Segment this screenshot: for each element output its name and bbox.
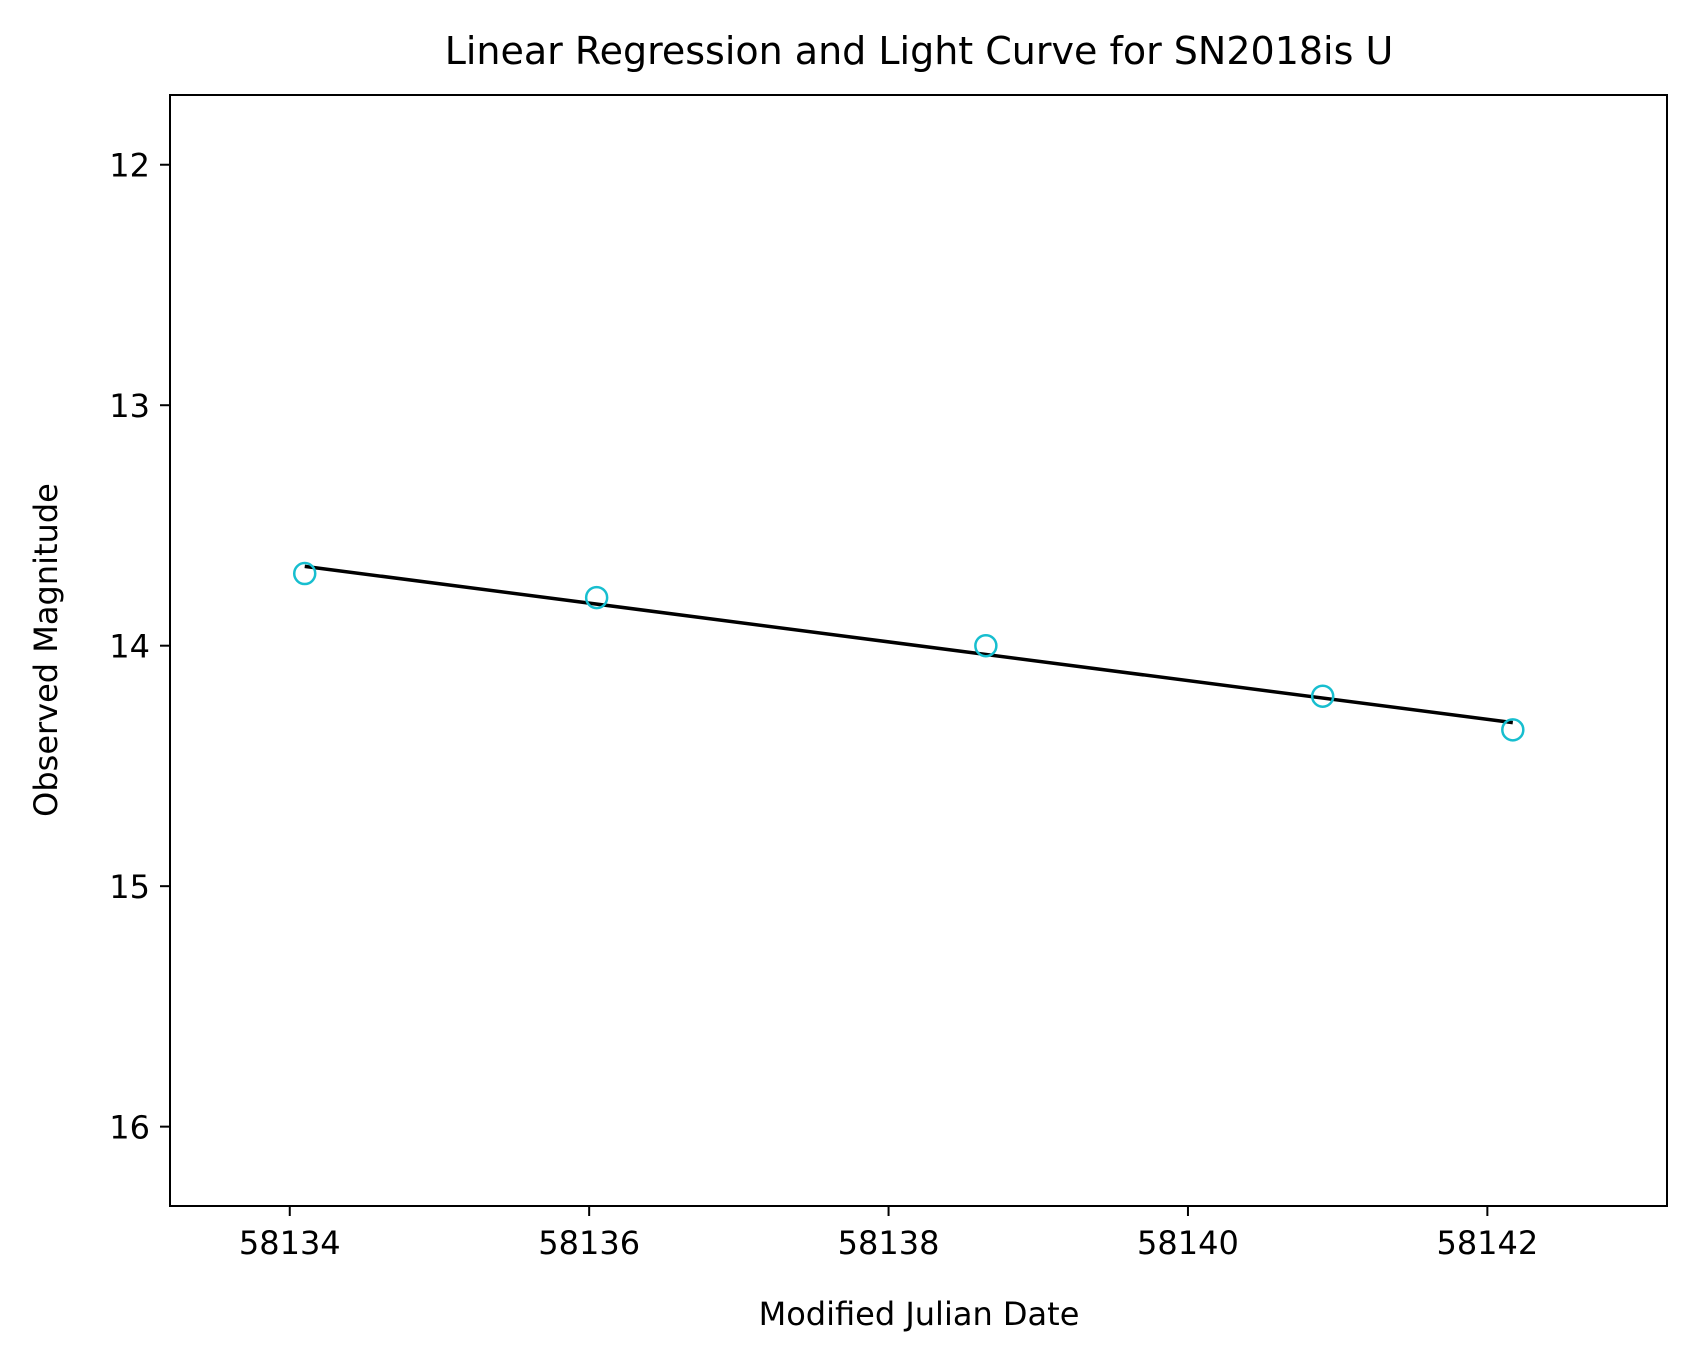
data-point (974, 633, 998, 658)
plot-area (292, 561, 1525, 742)
data-point (1310, 684, 1335, 708)
chart-title: Linear Regression and Light Curve for SN… (445, 29, 1394, 73)
x-axis: 58134 58136 58138 58140 58142 (239, 1206, 1538, 1262)
plot-frame (169, 94, 1668, 1207)
y-tick-label: 15 (109, 868, 150, 906)
data-point (1501, 718, 1525, 742)
x-tick-label: 58142 (1436, 1224, 1538, 1262)
x-axis-label: Modified Julian Date (759, 1295, 1080, 1333)
y-tick-label: 16 (109, 1109, 150, 1147)
data-point (584, 585, 609, 610)
y-axis-label: Observed Magnitude (27, 483, 65, 817)
x-tick-label: 58138 (838, 1224, 940, 1262)
data-point (292, 561, 317, 586)
y-tick-label: 14 (109, 628, 150, 666)
y-tick-label: 12 (109, 147, 150, 185)
x-tick-label: 58134 (239, 1224, 341, 1262)
y-tick-label: 13 (109, 387, 150, 425)
y-axis: 12 13 14 15 16 (109, 147, 170, 1147)
x-tick-label: 58140 (1137, 1224, 1239, 1262)
x-tick-label: 58136 (538, 1224, 640, 1262)
